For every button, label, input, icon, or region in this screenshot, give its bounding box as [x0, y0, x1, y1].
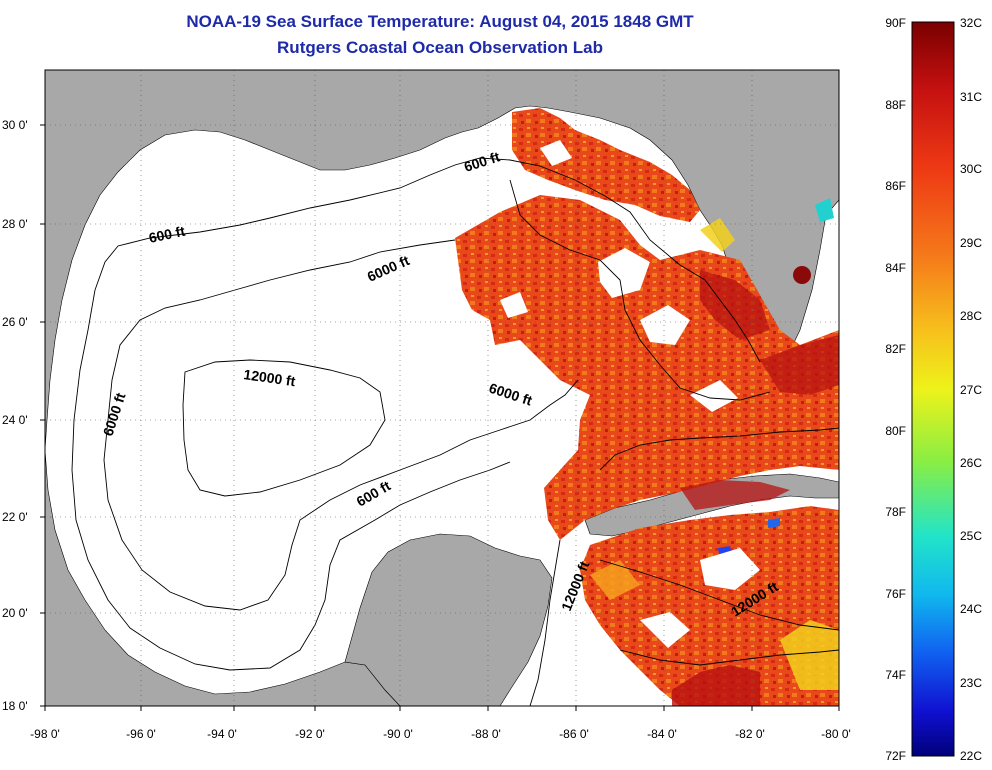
colorbar	[911, 21, 955, 757]
chart-title: NOAA-19 Sea Surface Temperature: August …	[186, 12, 694, 31]
lat-label: 20 0'	[2, 606, 28, 620]
lon-label: -84 0'	[647, 727, 677, 741]
colorbar-c-label: 31C	[960, 90, 982, 104]
colorbar-c-label: 32C	[960, 16, 982, 30]
lon-label: -88 0'	[471, 727, 501, 741]
colorbar-f-label: 90F	[885, 16, 906, 30]
lat-label: 30 0'	[2, 118, 28, 132]
contour-label-600-nw: 600 ft	[147, 223, 186, 246]
contour-12000ft	[182, 359, 386, 497]
bathymetry-contours	[71, 157, 839, 706]
lon-label: -98 0'	[30, 727, 60, 741]
graticule	[45, 70, 839, 706]
land-yucatan	[344, 533, 553, 706]
colorbar-c-label: 29C	[960, 236, 982, 250]
lon-label: -92 0'	[295, 727, 325, 741]
colorbar-f-label: 74F	[885, 668, 906, 682]
contour-6000ft	[107, 239, 456, 421]
contour-label-12000-c: 12000 ft	[243, 366, 297, 389]
colorbar-f-label: 72F	[885, 749, 906, 763]
lat-label: 22 0'	[2, 510, 28, 524]
colorbar-f-label: 84F	[885, 261, 906, 275]
lat-label: 26 0'	[2, 315, 28, 329]
lat-label: 24 0'	[2, 413, 28, 427]
lon-label: -80 0'	[821, 727, 851, 741]
contour-se	[599, 559, 839, 631]
contour-shelf-fl	[509, 179, 771, 401]
lon-label: -86 0'	[559, 727, 589, 741]
colorbar-f-label: 78F	[885, 505, 906, 519]
contour-se2	[619, 649, 839, 666]
colorbar-c-label: 27C	[960, 383, 982, 397]
map-border	[44, 69, 840, 707]
lat-label: 28 0'	[2, 217, 28, 231]
colorbar-c-label: 30C	[960, 162, 982, 176]
colorbar-f-label: 86F	[885, 179, 906, 193]
colorbar-c-label: 23C	[960, 676, 982, 690]
colorbar-f-label: 76F	[885, 587, 906, 601]
contour-east-600	[599, 427, 839, 471]
colorbar-c-label: 24C	[960, 602, 982, 616]
colorbar-f-label: 88F	[885, 98, 906, 112]
lat-label: 18 0'	[2, 699, 28, 713]
colorbar-c-label: 22C	[960, 749, 982, 763]
lon-label: -94 0'	[207, 727, 237, 741]
lon-label: -82 0'	[735, 727, 765, 741]
contour-600ft-w	[71, 289, 511, 671]
colorbar-c-label: 25C	[960, 529, 982, 543]
axis-ticks	[40, 124, 840, 711]
contour-yucatan-12000	[529, 539, 561, 706]
colorbar-c-label: 26C	[960, 456, 982, 470]
colorbar-f-label: 80F	[885, 424, 906, 438]
lon-label: -96 0'	[126, 727, 156, 741]
lon-label: -90 0'	[383, 727, 413, 741]
chart-subtitle: Rutgers Coastal Ocean Observation Lab	[277, 38, 603, 57]
colorbar-f-label: 82F	[885, 342, 906, 356]
contour-6000ft-w	[103, 379, 579, 611]
contour-600ft	[94, 157, 761, 363]
colorbar-c-label: 28C	[960, 309, 982, 323]
